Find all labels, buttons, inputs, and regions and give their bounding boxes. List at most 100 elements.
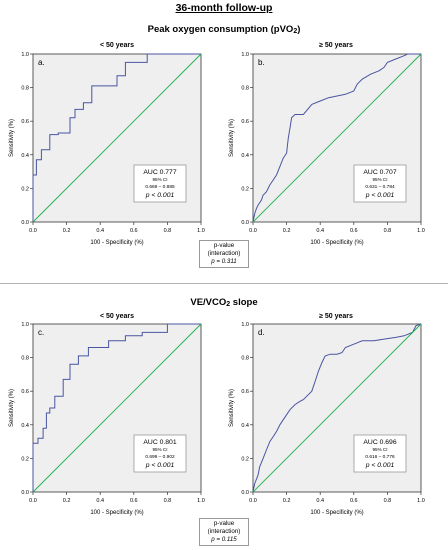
ci-range: 0.631 – 0.784 [365,184,395,190]
ci-range: 0.699 – 0.902 [145,454,175,460]
x-tick-label: 0.8 [384,228,392,234]
roc-chart-c: 0.0 0.2 0.4 0.6 0.8 1.0 0.0 0.2 0.4 0.6 0.8 1.0 100 … [9,322,205,516]
y-tick-label: 0.4 [241,153,249,159]
ci-label: 95% CI [372,447,387,452]
y-tick-label: 0.6 [241,119,249,125]
y-tick-label: 0.4 [21,423,29,429]
y-tick-label: 0.2 [241,186,249,192]
section-title-ve-text: VE/VCO [190,297,227,308]
x-axis-label: 100 - Specificity (%) [310,510,363,516]
x-axis-label: 100 - Specificity (%) [310,240,363,246]
roc-chart-d: 0.0 0.2 0.4 0.6 0.8 1.0 0.0 0.2 0.4 0.6 0.8 1.0 100 … [229,322,425,516]
auc-value: AUC 0.696 [363,439,396,446]
stats-box [133,434,187,473]
interaction-label: (interaction) [207,250,241,257]
x-tick-label: 0.0 [249,498,257,504]
y-axis-label: Sensitivity (%) [229,119,235,157]
x-tick-label: 1.0 [417,498,425,504]
y-tick-label: 0.2 [241,456,249,462]
x-tick-label: 1.0 [197,228,205,234]
reference-diagonal-line [252,53,422,223]
y-tick-label: 0.8 [241,356,249,362]
roc-curve [252,53,421,223]
panel-label: d. [258,328,265,337]
section-title-pvo2: Peak oxygen consumption (pVO2) [0,24,448,35]
interaction-pvalue-box-1: p-value (interaction) p = 0.311 [199,240,249,268]
roc-curve [32,53,201,222]
ci-label: 95% CI [372,177,387,182]
x-tick-label: 0.2 [283,498,291,504]
y-tick-label: 1.0 [241,52,249,58]
panel-d-title: ≥ 50 years [319,313,353,320]
y-tick-label: 0.4 [21,153,29,159]
roc-curve [32,323,201,492]
interaction-pvalue-box-2: p-value (interaction) p = 0.115 [199,518,249,546]
x-tick-label: 1.0 [417,228,425,234]
pvalue-value: p = 0.311 [211,258,237,265]
section-title-pvo2-text: Peak oxygen consumption (pVO [147,24,294,35]
p-value: p < 0.001 [365,192,395,199]
x-tick-label: 0.2 [283,228,291,234]
x-tick-label: 0.0 [249,228,257,234]
y-tick-label: 0.8 [21,356,29,362]
panel-a-title: < 50 years [99,42,135,49]
section-title-pvo2-close: ) [297,24,301,35]
x-tick-label: 0.0 [29,498,37,504]
x-axis-label: 100 - Specificity (%) [90,510,143,516]
x-tick-label: 0.0 [29,228,37,234]
section-title-ve-rest: slope [230,297,258,308]
y-tick-label: 0.0 [21,220,29,226]
section-title-ve-vco2: VE/VCO2 slope [0,297,448,308]
panel-label: a. [38,58,45,67]
pvalue-label: p-value [213,520,235,527]
auc-value: AUC 0.707 [363,169,396,176]
p-value: p < 0.001 [365,462,395,469]
ci-label: 95% CI [152,177,167,182]
roc-chart-b: 0.0 0.2 0.4 0.6 0.8 1.0 0.0 0.2 0.4 0.6 0.8 1.0 100 … [229,52,425,246]
p-value: p < 0.001 [145,192,175,199]
y-tick-label: 1.0 [241,322,249,328]
y-tick-label: 1.0 [21,322,29,328]
ci-range: 0.669 – 0.885 [145,184,175,190]
stats-box [353,434,407,473]
x-tick-label: 0.6 [350,228,358,234]
x-tick-label: 0.6 [130,498,138,504]
pvalue-label: p-value [213,242,235,249]
reference-diagonal-line [32,53,202,223]
x-tick-label: 0.8 [164,228,172,234]
x-tick-label: 0.6 [130,228,138,234]
x-tick-label: 0.4 [96,498,104,504]
pvalue-value: p = 0.115 [211,536,237,543]
y-tick-label: 0.0 [21,490,29,496]
x-axis-label: 100 - Specificity (%) [90,240,143,246]
section-title-ve-subscript: 2 [226,301,231,308]
ci-range: 0.616 – 0.776 [365,454,395,460]
x-tick-label: 0.4 [96,228,104,234]
y-tick-label: 0.8 [21,86,29,92]
panel-label: c. [38,328,44,337]
section-divider [0,283,448,284]
y-tick-label: 0.6 [21,119,29,125]
x-tick-label: 0.4 [316,228,324,234]
panel-c-title: < 50 years [99,313,135,320]
y-tick-label: 0.4 [241,423,249,429]
roc-chart-a: 0.0 0.2 0.4 0.6 0.8 1.0 0.0 0.2 0.4 0.6 0.8 1.0 100 … [9,52,205,246]
x-tick-label: 0.8 [164,498,172,504]
stats-box [353,164,407,203]
y-axis-label: Sensitivity (%) [229,389,235,427]
p-value: p < 0.001 [145,462,175,469]
reference-diagonal-line [32,323,202,493]
section-title-pvo2-subscript: 2 [293,28,298,35]
x-tick-label: 0.2 [63,498,71,504]
x-tick-label: 0.4 [316,498,324,504]
x-tick-label: 0.2 [63,228,71,234]
y-tick-label: 0.2 [21,456,29,462]
auc-value: AUC 0.777 [143,169,176,176]
y-axis-label: Sensitivity (%) [9,119,15,157]
ci-label: 95% CI [152,447,167,452]
x-tick-label: 0.6 [350,498,358,504]
y-tick-label: 0.6 [21,389,29,395]
y-tick-label: 0.6 [241,389,249,395]
roc-curve [252,323,422,493]
y-tick-label: 0.8 [241,86,249,92]
